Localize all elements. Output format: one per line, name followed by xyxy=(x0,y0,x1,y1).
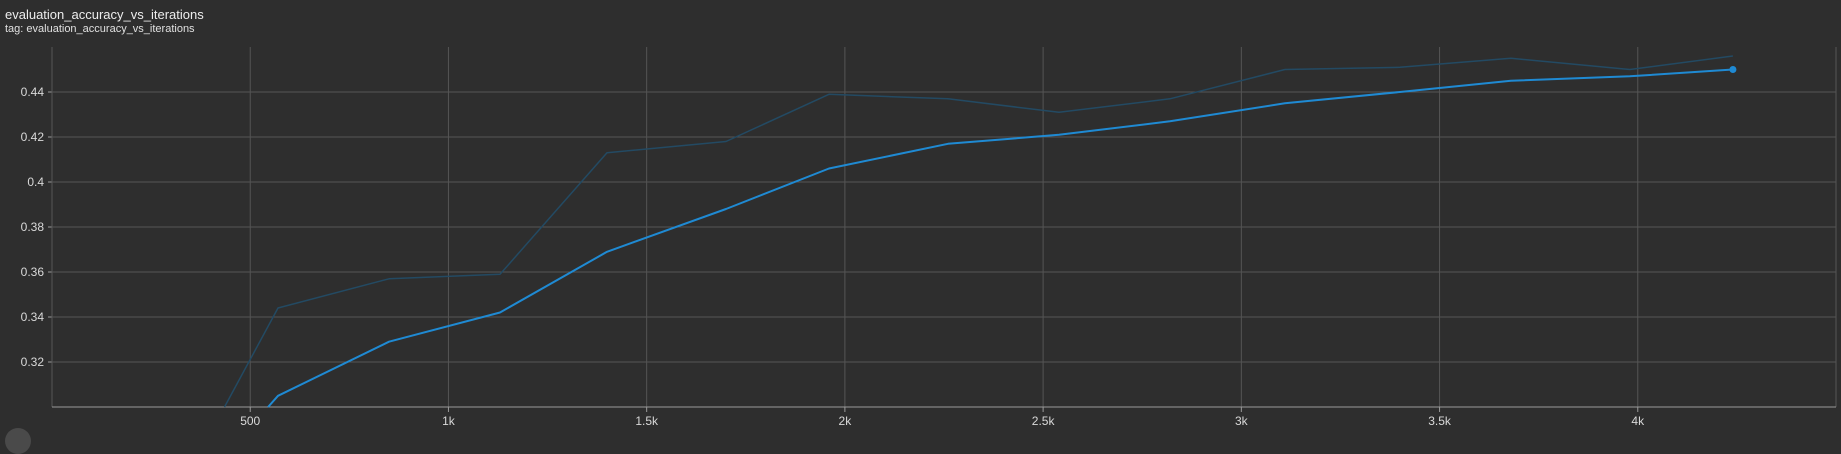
chart-card-header: evaluation_accuracy_vs_iterations tag: e… xyxy=(5,7,204,36)
chart-title: evaluation_accuracy_vs_iterations xyxy=(5,7,204,22)
x-tick-label: 3.5k xyxy=(1428,414,1452,428)
y-tick-label: 0.38 xyxy=(21,220,45,234)
x-tick-label: 1k xyxy=(442,414,456,428)
smoothed-series-line xyxy=(267,68,1733,408)
line-chart: 0.32 0.34 0.36 0.38 0.4 0.42 0.44 500 1k 1.5k 2k 2.… xyxy=(21,47,1837,428)
last-point-marker xyxy=(1729,66,1737,73)
y-tick-label: 0.4 xyxy=(27,175,44,189)
expand-chart-button[interactable] xyxy=(5,428,31,454)
x-tick-label: 2.5k xyxy=(1032,414,1056,428)
y-tick-label: 0.42 xyxy=(21,130,45,144)
chart-tag: tag: evaluation_accuracy_vs_iterations xyxy=(5,23,195,35)
x-tick-label: 1.5k xyxy=(635,414,659,428)
y-tick-label: 0.34 xyxy=(21,310,45,324)
y-tick-label: 0.44 xyxy=(21,85,45,99)
x-tick-label: 4k xyxy=(1631,414,1645,428)
x-tick-label: 2k xyxy=(839,414,853,428)
raw-series-line xyxy=(223,55,1733,408)
x-tick-label: 500 xyxy=(240,414,260,428)
y-tick-label: 0.36 xyxy=(21,265,45,279)
y-tick-label: 0.32 xyxy=(21,355,45,369)
x-tick-label: 3k xyxy=(1235,414,1249,428)
